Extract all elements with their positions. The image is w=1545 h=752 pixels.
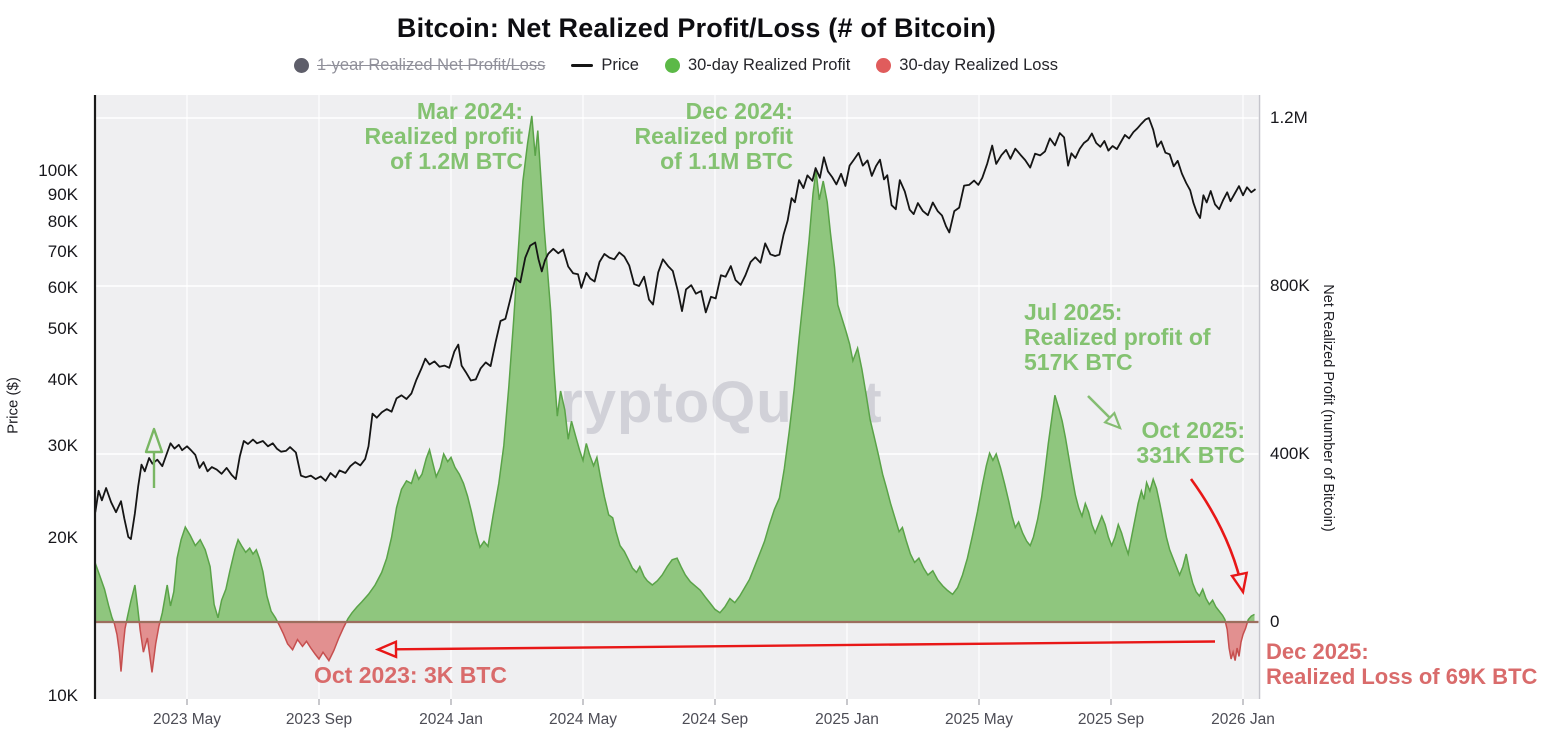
realized-loss-outline (276, 621, 347, 663)
y-right-tick-label: 1.2M (1270, 108, 1308, 127)
x-tick-label: 2023 Sep (285, 711, 353, 728)
x-tick-label: 2024 Sep (681, 711, 749, 728)
annotation-dec-2025: Dec 2025: Realized Loss of 69K BTC (1266, 639, 1538, 689)
annotation-mar-2024: Mar 2024: Realized profit of 1.2M BTC (364, 98, 523, 174)
realized-profit-outline (159, 525, 279, 623)
y-left-tick-label: 70K (47, 242, 78, 262)
realized-profit-area (346, 115, 1226, 623)
y-left-tick-label: 20K (47, 528, 78, 547)
realized-loss-area (1225, 622, 1248, 661)
legend-swatch-line-icon (571, 64, 594, 67)
annotation-dec-2024: Dec 2024: Realized profit of 1.1M BTC (634, 98, 793, 174)
legend-label: Price (601, 56, 639, 74)
legend-label: 30-day Realized Profit (687, 56, 851, 74)
x-tick-label: 2025 Sep (1077, 711, 1145, 728)
realized-profit-outline (345, 115, 1227, 623)
y-axis-left-title: Price ($) (4, 377, 22, 434)
green-up-arrow-marker-icon (144, 427, 164, 488)
y-right-tick-label: 400K (1270, 444, 1310, 463)
legend-label: 1-year Realized Net Profit/Loss (317, 56, 546, 74)
x-tick-label: 2023 May (152, 711, 222, 728)
y-right-tick-label: 800K (1270, 276, 1310, 295)
legend-swatch-gray-dot-icon (294, 58, 309, 73)
red-arrow-dec-2025-icon (1189, 478, 1243, 592)
realized-profit-outline (125, 584, 141, 623)
x-tick-label: 2025 Jan (815, 711, 879, 728)
legend-label: 30-day Realized Loss (899, 56, 1058, 74)
y-axis-right-title: Net Realized Profit (number of Bitcoin) (1320, 284, 1336, 532)
realized-loss-area (113, 622, 127, 672)
legend-item-30d-realized-loss[interactable]: 30-day Realized Loss (876, 56, 1058, 75)
green-arrow-jul-to-oct-icon (1087, 395, 1122, 430)
y-left-tick-label: 100K (38, 161, 78, 181)
chart-title: Bitcoin: Net Realized Profit/Loss (# of … (396, 13, 997, 43)
x-tick-label: 2025 May (944, 711, 1014, 728)
y-right-tick-label: 0 (1270, 612, 1280, 631)
price-line (94, 117, 1257, 540)
annotation-oct-2023: Oct 2023: 3K BTC (314, 662, 508, 688)
legend: 1-year Realized Net Profit/Loss Price 30… (0, 56, 1352, 75)
legend-swatch-red-dot-icon (876, 58, 892, 73)
realized-profit-area (160, 527, 278, 622)
legend-item-30d-realized-profit[interactable]: 30-day Realized Profit (664, 56, 851, 75)
x-tick-label: 2024 Jan (419, 711, 483, 728)
y-left-tick-label: 30K (47, 435, 78, 455)
y-left-tick-label: 90K (47, 185, 78, 205)
realized-profit-outline (1246, 613, 1255, 623)
x-tick-label: 2026 Jan (1211, 711, 1275, 728)
annotation-oct-2025: Oct 2025: 331K BTC (1136, 417, 1245, 468)
long-red-arrow-oct-2023-icon (378, 642, 1216, 650)
y-left-tick-label: 40K (47, 369, 78, 389)
realized-loss-outline (138, 621, 161, 673)
x-tick-label: 2024 May (548, 711, 618, 728)
legend-item-price[interactable]: Price (571, 56, 639, 75)
realized-profit-area (126, 585, 140, 622)
legend-swatch-green-dot-icon (664, 58, 680, 73)
legend-item-1y-net-profit-loss[interactable]: 1-year Realized Net Profit/Loss (294, 56, 545, 75)
realized-profit-outline (94, 562, 115, 623)
realized-profit-area (1247, 614, 1255, 622)
y-left-tick-label: 50K (47, 319, 78, 339)
y-left-tick-label: 60K (47, 277, 78, 297)
annotation-jul-2025: Jul 2025: Realized profit of 517K BTC (1024, 299, 1211, 375)
realized-loss-area (139, 622, 160, 673)
realized-loss-outline (1224, 621, 1249, 661)
realized-loss-outline (113, 621, 128, 672)
realized-loss-area (277, 622, 347, 661)
y-left-tick-label: 80K (47, 211, 78, 231)
y-left-tick-label: 10K (47, 686, 78, 706)
